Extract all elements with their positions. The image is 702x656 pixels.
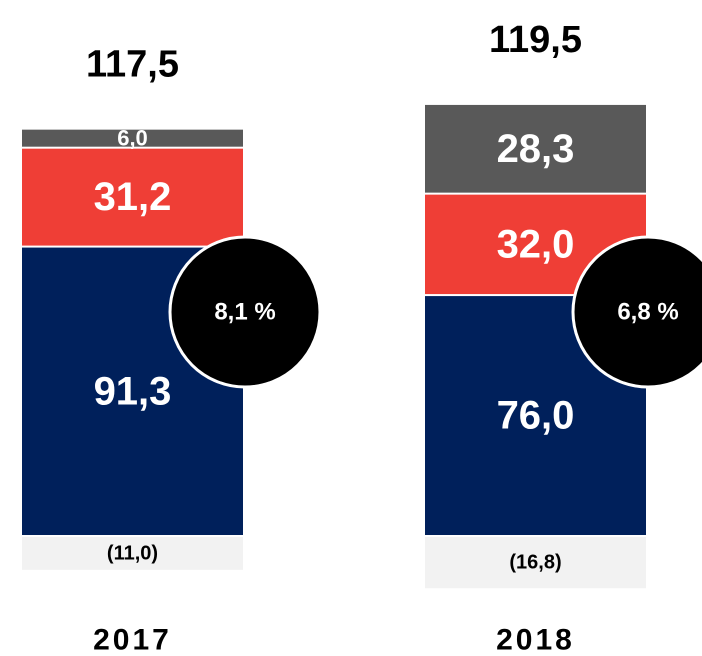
value-label: (16,8) [509, 552, 561, 574]
annotation-label: 6,8 % [617, 299, 678, 326]
x-tick-label: 2017 [93, 624, 172, 656]
value-label: 31,2 [94, 175, 172, 219]
bar-segment [22, 537, 243, 570]
value-label: 32,0 [497, 222, 575, 266]
bar-segment [22, 129, 243, 147]
total-label: 119,5 [489, 19, 582, 61]
annotation-circle [168, 235, 322, 389]
value-label: (11,0) [107, 542, 158, 564]
value-label: 91,3 [94, 369, 172, 413]
annotation-circle [571, 235, 702, 389]
bar-segment [425, 104, 646, 193]
annotation-label: 8,1 % [214, 299, 275, 326]
bar-segment [425, 537, 646, 589]
total-label: 117,5 [86, 44, 179, 86]
value-label: 6,0 [117, 126, 148, 151]
value-label: 28,3 [497, 127, 575, 171]
bar-segment [22, 148, 243, 246]
value-label: 76,0 [497, 394, 575, 438]
x-tick-label: 2018 [496, 624, 575, 656]
